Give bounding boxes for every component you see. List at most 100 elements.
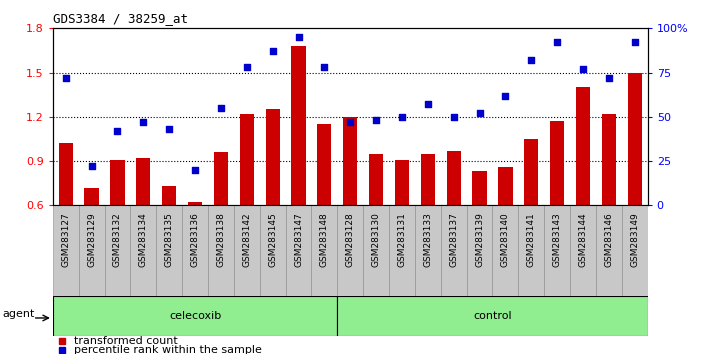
Bar xyxy=(369,154,383,294)
Bar xyxy=(79,205,104,296)
Point xyxy=(603,75,615,81)
Bar xyxy=(111,160,125,294)
Bar xyxy=(53,205,79,296)
Bar xyxy=(628,73,642,294)
Point xyxy=(345,119,356,125)
Bar xyxy=(291,46,306,294)
Bar xyxy=(265,109,279,294)
Bar xyxy=(337,296,648,336)
Bar xyxy=(602,114,616,294)
Bar xyxy=(498,167,513,294)
Point xyxy=(215,105,227,111)
Bar xyxy=(136,158,151,294)
Bar xyxy=(363,205,389,296)
Text: control: control xyxy=(473,311,512,321)
Text: GSM283144: GSM283144 xyxy=(579,212,588,267)
Text: GSM283133: GSM283133 xyxy=(423,212,432,267)
Text: GSM283149: GSM283149 xyxy=(630,212,639,267)
Point xyxy=(448,114,459,120)
Point xyxy=(500,93,511,98)
Text: GSM283142: GSM283142 xyxy=(242,212,251,267)
Text: GSM283140: GSM283140 xyxy=(501,212,510,267)
Bar xyxy=(162,186,176,294)
Bar xyxy=(84,188,99,294)
Text: GSM283135: GSM283135 xyxy=(165,212,174,267)
Point xyxy=(267,48,278,54)
Bar xyxy=(239,114,254,294)
Point xyxy=(189,167,201,173)
Bar xyxy=(524,139,539,294)
Bar xyxy=(421,154,435,294)
Bar xyxy=(550,121,565,294)
Bar xyxy=(415,205,441,296)
Text: GSM283143: GSM283143 xyxy=(553,212,562,267)
Point xyxy=(629,40,641,45)
Point xyxy=(474,110,485,116)
Bar xyxy=(576,87,590,294)
Text: GSM283137: GSM283137 xyxy=(449,212,458,267)
Bar xyxy=(286,205,311,296)
Text: agent: agent xyxy=(3,309,35,319)
Text: GSM283127: GSM283127 xyxy=(61,212,70,267)
Bar xyxy=(395,160,409,294)
Bar xyxy=(389,205,415,296)
Text: GSM283134: GSM283134 xyxy=(139,212,148,267)
Bar xyxy=(208,205,234,296)
Text: GSM283148: GSM283148 xyxy=(320,212,329,267)
Text: GSM283145: GSM283145 xyxy=(268,212,277,267)
Point xyxy=(241,64,253,70)
Text: GSM283136: GSM283136 xyxy=(191,212,199,267)
Bar xyxy=(467,205,493,296)
Text: GSM283128: GSM283128 xyxy=(346,212,355,267)
Point xyxy=(396,114,408,120)
Bar xyxy=(472,171,486,294)
Point xyxy=(422,102,434,107)
Point xyxy=(370,118,382,123)
Bar xyxy=(441,205,467,296)
Text: transformed count: transformed count xyxy=(74,336,177,346)
Text: percentile rank within the sample: percentile rank within the sample xyxy=(74,345,261,354)
Bar xyxy=(337,205,363,296)
Bar xyxy=(544,205,570,296)
Bar xyxy=(104,205,130,296)
Text: GSM283130: GSM283130 xyxy=(372,212,381,267)
Bar xyxy=(343,117,358,294)
Point xyxy=(60,75,71,81)
Text: GSM283146: GSM283146 xyxy=(604,212,613,267)
Point xyxy=(319,64,330,70)
Point xyxy=(577,66,589,72)
Point xyxy=(551,40,562,45)
Bar xyxy=(318,124,332,294)
Text: GSM283139: GSM283139 xyxy=(475,212,484,267)
Bar xyxy=(188,202,202,294)
Text: GSM283129: GSM283129 xyxy=(87,212,96,267)
Bar xyxy=(518,205,544,296)
Bar xyxy=(130,205,156,296)
Bar xyxy=(446,151,461,294)
Point xyxy=(526,57,537,63)
Text: GDS3384 / 38259_at: GDS3384 / 38259_at xyxy=(53,12,188,25)
Text: GSM283132: GSM283132 xyxy=(113,212,122,267)
Bar xyxy=(182,205,208,296)
Point xyxy=(86,164,97,169)
Text: GSM283131: GSM283131 xyxy=(398,212,406,267)
Text: GSM283141: GSM283141 xyxy=(527,212,536,267)
Point xyxy=(293,34,304,40)
Bar xyxy=(622,205,648,296)
Bar xyxy=(570,205,596,296)
Bar xyxy=(156,205,182,296)
Point xyxy=(138,119,149,125)
Text: GSM283138: GSM283138 xyxy=(216,212,225,267)
Bar xyxy=(596,205,622,296)
Bar xyxy=(234,205,260,296)
Bar xyxy=(260,205,286,296)
Text: GSM283147: GSM283147 xyxy=(294,212,303,267)
Bar xyxy=(58,143,73,294)
Point xyxy=(112,128,123,134)
Text: celecoxib: celecoxib xyxy=(169,311,221,321)
Bar xyxy=(311,205,337,296)
Bar xyxy=(493,205,518,296)
Bar xyxy=(53,296,337,336)
Point xyxy=(163,126,175,132)
Bar xyxy=(214,152,228,294)
